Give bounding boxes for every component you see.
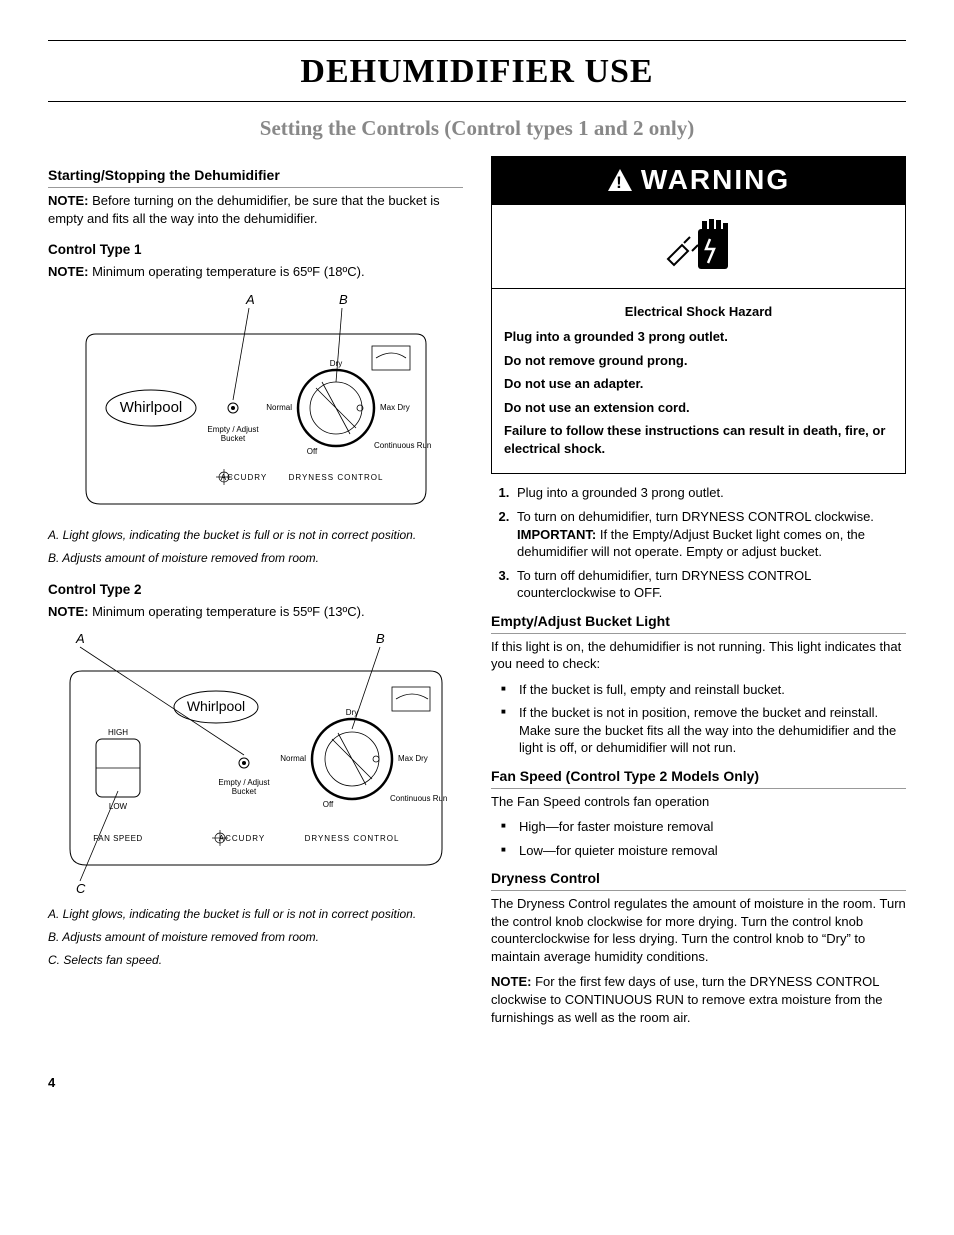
left-column: Starting/Stopping the Dehumidifier NOTE:… [48,156,463,1034]
ct1-caption-b: B. Adjusts amount of moisture removed fr… [48,550,463,567]
ct1-label-b: B [339,292,348,307]
step-1: Plug into a grounded 3 prong outlet. [513,484,906,502]
ct2-note-text: Minimum operating temperature is 55ºF (1… [92,604,365,619]
ct2-label-b: B [376,631,385,646]
warn-l5: Failure to follow these instructions can… [504,422,893,457]
shock-hand-icon [662,215,736,279]
ct2-empty-1: Empty / Adjust [218,778,270,787]
top-rule [48,40,906,41]
control-type-2-heading: Control Type 2 [48,581,463,599]
sub-rule [48,101,906,102]
page-number: 4 [48,1074,906,1092]
step-2a: To turn on dehumidifier, turn DRYNESS CO… [517,509,874,524]
dryness-note-text: For the first few days of use, turn the … [491,974,883,1024]
warn-l3: Do not use an adapter. [504,375,893,393]
ct1-note: NOTE: Minimum operating temperature is 6… [48,263,463,281]
warning-header: ! WARNING [492,157,905,205]
warn-l2: Do not remove ground prong. [504,352,893,370]
ct1-off: Off [306,447,317,456]
ct2-normal: Normal [280,754,306,763]
fan-b1: High—for faster moisture removal [501,818,906,836]
warning-triangle-icon: ! [607,168,633,192]
warning-body: Electrical Shock Hazard Plug into a grou… [492,289,905,474]
ct2-off: Off [322,800,333,809]
ct2-high: HIGH [108,728,128,737]
ct1-label-a: A [245,292,255,307]
two-column-layout: Starting/Stopping the Dehumidifier NOTE:… [48,156,906,1034]
ct2-label-a: A [75,631,85,646]
ct1-dryness: DRYNESS CONTROL [288,473,383,482]
warn-l1: Plug into a grounded 3 prong outlet. [504,328,893,346]
ct2-maxdry: Max Dry [398,754,428,763]
empty-bullets: If the bucket is full, empty and reinsta… [491,681,906,757]
fan-intro: The Fan Speed controls fan operation [491,793,906,811]
ct2-brand: Whirlpool [186,698,244,714]
right-column: ! WARNING [491,156,906,1034]
ct1-diagram: A B Whirlpool [48,289,463,521]
empty-b1: If the bucket is full, empty and reinsta… [501,681,906,699]
ct2-label-c: C [76,881,86,896]
empty-heading: Empty/Adjust Bucket Light [491,612,906,634]
ct1-maxdry: Max Dry [380,403,410,412]
ct1-normal: Normal [266,403,292,412]
ct2-empty-2: Bucket [231,787,256,796]
svg-text:!: ! [616,173,624,192]
starting-note-text: Before turning on the dehumidifier, be s… [48,193,440,226]
ct2-fanspeed: FAN SPEED [93,834,142,843]
ct2-low: LOW [108,802,127,811]
control-type-1-heading: Control Type 1 [48,241,463,259]
dryness-note: NOTE: For the first few days of use, tur… [491,973,906,1026]
note-label: NOTE: [48,604,88,619]
ct1-dry: Dry [329,359,341,368]
shock-icon-box [492,205,905,288]
empty-b2: If the bucket is not in position, remove… [501,704,906,757]
ct2-accudry: ACCUDRY [218,834,264,843]
empty-intro: If this light is on, the dehumidifier is… [491,638,906,673]
ct1-note-text: Minimum operating temperature is 65ºF (1… [92,264,365,279]
ct2-caption-a: A. Light glows, indicating the bucket is… [48,906,463,923]
ct2-cont: Continuous Run [390,794,447,803]
warning-title: WARNING [641,161,790,199]
note-label: NOTE: [48,193,88,208]
step-2: To turn on dehumidifier, turn DRYNESS CO… [513,508,906,561]
ct2-caption-b: B. Adjusts amount of moisture removed fr… [48,929,463,946]
note-label: NOTE: [491,974,531,989]
starting-note: NOTE: Before turning on the dehumidifier… [48,192,463,227]
fan-heading: Fan Speed (Control Type 2 Models Only) [491,767,906,789]
step-3: To turn off dehumidifier, turn DRYNESS C… [513,567,906,602]
ct2-dry: Dry [345,708,357,717]
starting-stopping-heading: Starting/Stopping the Dehumidifier [48,166,463,188]
ct1-cont: Continuous Run [374,441,431,450]
dryness-heading: Dryness Control [491,869,906,891]
ct1-empty-2: Bucket [220,434,245,443]
fan-b2: Low—for quieter moisture removal [501,842,906,860]
fan-bullets: High—for faster moisture removal Low—for… [491,818,906,859]
ct1-empty-1: Empty / Adjust [207,425,259,434]
page-title: DEHUMIDIFIER USE [48,49,906,95]
important-label: IMPORTANT: [517,527,596,542]
ct1-caption-a: A. Light glows, indicating the bucket is… [48,527,463,544]
note-label: NOTE: [48,264,88,279]
steps-list: Plug into a grounded 3 prong outlet. To … [491,484,906,601]
ct2-note: NOTE: Minimum operating temperature is 5… [48,603,463,621]
ct2-caption-c: C. Selects fan speed. [48,952,463,969]
dryness-p1: The Dryness Control regulates the amount… [491,895,906,965]
page-subtitle: Setting the Controls (Control types 1 an… [48,114,906,142]
ct1-brand: Whirlpool [119,399,182,416]
ct2-diagram: A B C Whirlpool HIGH LOW FAN SPEED [48,628,463,900]
warn-l4: Do not use an extension cord. [504,399,893,417]
ct2-dryness: DRYNESS CONTROL [304,834,399,843]
hazard-title: Electrical Shock Hazard [504,303,893,321]
warning-box: ! WARNING [491,156,906,474]
